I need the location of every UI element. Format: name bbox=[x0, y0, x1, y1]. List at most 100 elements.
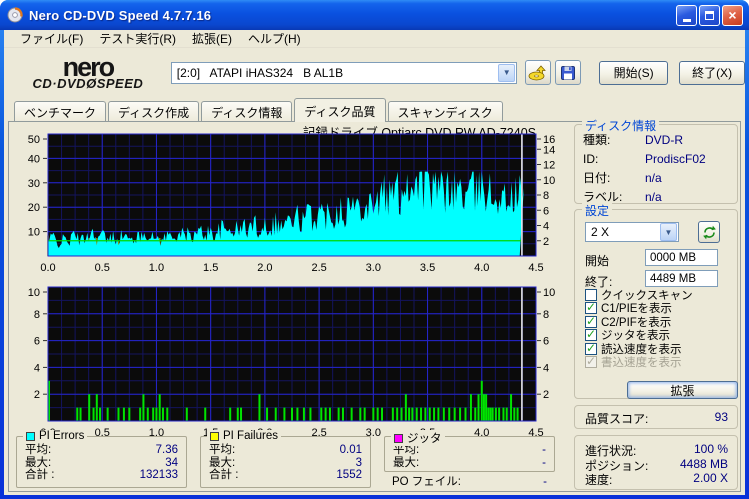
pi-failures-bar bbox=[477, 394, 480, 421]
end-mb-field[interactable] bbox=[645, 270, 718, 287]
client-area: ファイル(F) テスト実行(R) 拡張(E) ヘルプ(H) nero CD·DVDØS… bbox=[4, 30, 746, 495]
minimize-icon bbox=[682, 18, 691, 22]
tick-label: 4.0 bbox=[474, 262, 489, 274]
pi-failures-bar bbox=[122, 407, 125, 421]
pi-failures-bar bbox=[453, 407, 456, 421]
pi-failures-bar bbox=[139, 407, 142, 421]
pi-failures-bar bbox=[106, 407, 109, 421]
pi-failures-bar bbox=[185, 407, 188, 421]
pi-failures-bar bbox=[363, 407, 366, 421]
statistics-row: PI Errors 平均: 7.36 最大: 34 合計 :132133 PI Failur… bbox=[16, 430, 555, 490]
tick-label: 4.5 bbox=[528, 262, 543, 274]
drive-select[interactable]: [2:0] ATAPI iHAS324 B AL1B ▼ bbox=[170, 61, 518, 84]
tick-label: 14 bbox=[543, 144, 555, 156]
title-bar[interactable]: Nero CD-DVD Speed 4.7.7.16 × bbox=[0, 0, 749, 30]
start-mb-field[interactable] bbox=[645, 249, 718, 266]
tab-4[interactable]: スキャンディスク bbox=[387, 101, 503, 121]
tick-label: 6 bbox=[543, 205, 549, 217]
tick-label: 20 bbox=[28, 202, 40, 214]
nero-logo-text: nero bbox=[62, 51, 116, 82]
cddvd-speed-logo-text: CD·DVDØSPEED bbox=[32, 75, 144, 91]
tab-2[interactable]: ディスク情報 bbox=[201, 101, 293, 121]
pi-failures-bar bbox=[229, 407, 232, 421]
menu-item-0[interactable]: ファイル(F) bbox=[20, 32, 84, 46]
pi-failures-bar bbox=[420, 407, 423, 421]
quality-score-label: 品質スコア: bbox=[585, 412, 649, 426]
pi-failures-bar bbox=[350, 407, 353, 421]
chevron-down-icon[interactable]: ▼ bbox=[660, 223, 677, 241]
tick-label: 2 bbox=[543, 389, 549, 401]
end-mb-label: 終了: bbox=[585, 275, 613, 289]
checkbox-label: クイックスキャン bbox=[601, 289, 693, 302]
tab-0[interactable]: ベンチマーク bbox=[14, 101, 107, 121]
menu-bar: ファイル(F) テスト実行(R) 拡張(E) ヘルプ(H) bbox=[4, 30, 745, 48]
eject-disc-icon bbox=[528, 64, 547, 80]
disc-quality-panel: 記録ドライブ Optiarc DVD RW AD-7240S 50 40 30 20 1… bbox=[8, 117, 741, 492]
checkbox[interactable] bbox=[585, 327, 597, 342]
advanced-button[interactable]: 拡張 bbox=[627, 381, 738, 399]
tick-label: 3.5 bbox=[420, 262, 435, 274]
pi-failures-bar bbox=[442, 407, 445, 421]
pi-failures-bar bbox=[320, 407, 323, 421]
tick-label: 6 bbox=[543, 336, 549, 348]
tab-3[interactable]: ディスク品質 bbox=[294, 98, 386, 122]
chevron-down-icon[interactable]: ▼ bbox=[498, 63, 516, 82]
pi-failures-bar bbox=[474, 407, 477, 421]
checkbox-label: C1/PIEを表示 bbox=[601, 303, 672, 316]
start-button[interactable]: 開始(S) bbox=[599, 60, 669, 85]
pi-failures-bar bbox=[464, 407, 467, 421]
save-button[interactable] bbox=[555, 60, 582, 85]
pi-failures-bar bbox=[491, 407, 494, 421]
window-title: Nero CD-DVD Speed 4.7.7.16 bbox=[29, 7, 212, 23]
tick-label: 1.0 bbox=[149, 262, 164, 274]
refresh-button[interactable] bbox=[698, 221, 720, 243]
pi-failures-bar bbox=[437, 407, 440, 421]
progress-row: 速度: 2.00 X bbox=[585, 471, 728, 487]
scan-cursor-line bbox=[521, 134, 523, 256]
pi-failures-bar bbox=[128, 407, 131, 421]
pi-failures-bar bbox=[328, 407, 331, 421]
pi-failures-bar bbox=[513, 407, 516, 421]
disc-info-row: ID: ProdiscF02 bbox=[583, 152, 706, 166]
stat-box-0: PI Errors 平均: 7.36 最大: 34 合計 :132133 bbox=[16, 430, 187, 490]
checkbox[interactable] bbox=[585, 341, 597, 355]
pi-failures-bar bbox=[391, 407, 394, 421]
menu-item-2[interactable]: 拡張(E) bbox=[192, 32, 232, 46]
close-button[interactable]: × bbox=[722, 4, 743, 26]
start-mb-label: 開始 bbox=[585, 254, 610, 268]
pi-failures-bar bbox=[498, 407, 501, 421]
tick-label: 30 bbox=[28, 178, 40, 190]
checkbox[interactable] bbox=[585, 288, 597, 301]
eject-disc-button[interactable] bbox=[525, 60, 552, 85]
tab-1[interactable]: ディスク作成 bbox=[108, 101, 200, 121]
pi-failures-bar bbox=[158, 394, 161, 421]
checkbox[interactable] bbox=[585, 300, 597, 315]
speed-select[interactable]: 2 X ▼ bbox=[585, 222, 679, 242]
tick-label: 0.5 bbox=[95, 262, 110, 274]
pi-failures-bar bbox=[489, 407, 492, 421]
stat-row: PO フェイル: - bbox=[392, 476, 547, 488]
disc-info-group: ディスク情報 種類: DVD-R ID: ProdiscF02 日付: n/a ラベル: n/… bbox=[574, 117, 738, 204]
pi-failures-bar bbox=[302, 407, 305, 421]
checkbox[interactable] bbox=[585, 314, 597, 328]
maximize-button[interactable] bbox=[699, 4, 720, 26]
menu-item-3[interactable]: ヘルプ(H) bbox=[248, 32, 301, 46]
stat-row: 最大: - bbox=[393, 456, 546, 469]
stat-row: 平均: 7.36 bbox=[25, 444, 178, 456]
tick-label: 2.5 bbox=[311, 262, 326, 274]
pi-failures-bar bbox=[400, 407, 403, 421]
exit-button[interactable]: 終了(X) bbox=[679, 60, 746, 85]
maximize-icon bbox=[705, 10, 714, 20]
stat-row: 平均: 0.01 bbox=[209, 444, 362, 456]
pi-failures-bar bbox=[404, 394, 407, 421]
tick-label: 0.0 bbox=[40, 262, 55, 274]
pi-failures-bar bbox=[505, 407, 508, 421]
disc-info-title: ディスク情報 bbox=[582, 117, 660, 134]
minimize-button[interactable] bbox=[676, 4, 697, 26]
disc-info-row: ラベル: n/a bbox=[583, 190, 662, 204]
save-floppy-icon bbox=[561, 65, 576, 80]
pi-failures-bar bbox=[240, 407, 243, 421]
menu-item-1[interactable]: テスト実行(R) bbox=[99, 32, 176, 46]
pi-failures-bar bbox=[415, 407, 418, 421]
pi-failures-bar bbox=[337, 407, 340, 421]
